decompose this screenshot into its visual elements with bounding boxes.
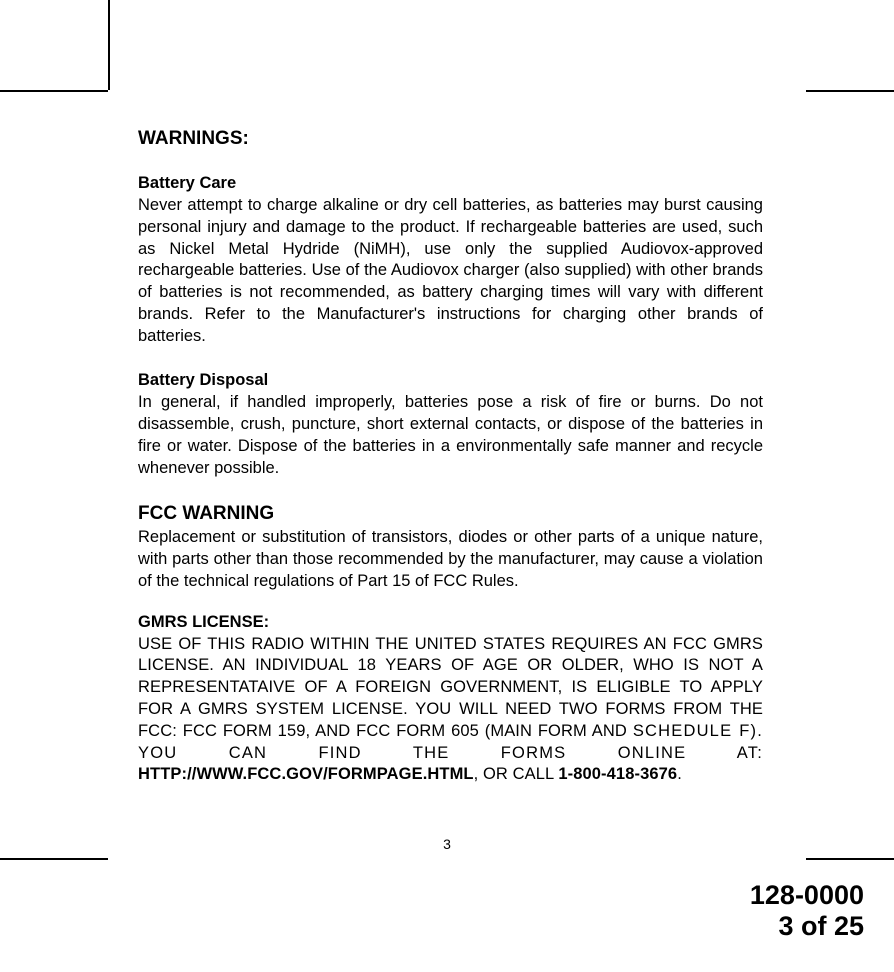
page-content: WARNINGS: Battery Care Never attempt to … <box>138 128 763 786</box>
battery-care-text: Never attempt to charge alkaline or dry … <box>138 195 763 347</box>
page-of-total: 3 of 25 <box>750 911 864 942</box>
gmrs-license-heading: GMRS LICENSE: <box>138 613 763 632</box>
gmrs-or-text: , OR CALL <box>474 765 559 783</box>
bottom-rule-right <box>806 858 894 860</box>
fcc-warning-text: Replacement or substitution of transisto… <box>138 527 763 592</box>
page-number: 3 <box>0 836 894 852</box>
battery-disposal-heading: Battery Disposal <box>138 371 763 390</box>
warnings-heading: WARNINGS: <box>138 128 763 150</box>
gmrs-license-text: USE OF THIS RADIO WITHIN THE UNITED STAT… <box>138 634 763 786</box>
vertical-rule <box>108 0 110 90</box>
fcc-warning-heading: FCC WARNING <box>138 503 763 525</box>
document-number: 128-0000 <box>750 880 864 911</box>
footer-info: 128-0000 3 of 25 <box>750 880 864 942</box>
top-rule-right <box>806 90 894 92</box>
top-rule-left <box>0 90 108 92</box>
battery-disposal-text: In general, if handled improperly, batte… <box>138 392 763 479</box>
gmrs-phone: 1-800-418-3676 <box>558 765 677 783</box>
gmrs-url: HTTP://WWW.FCC.GOV/FORMPAGE.HTML <box>138 765 474 783</box>
bottom-rule-left <box>0 858 108 860</box>
gmrs-period: . <box>677 765 682 783</box>
battery-care-heading: Battery Care <box>138 174 763 193</box>
